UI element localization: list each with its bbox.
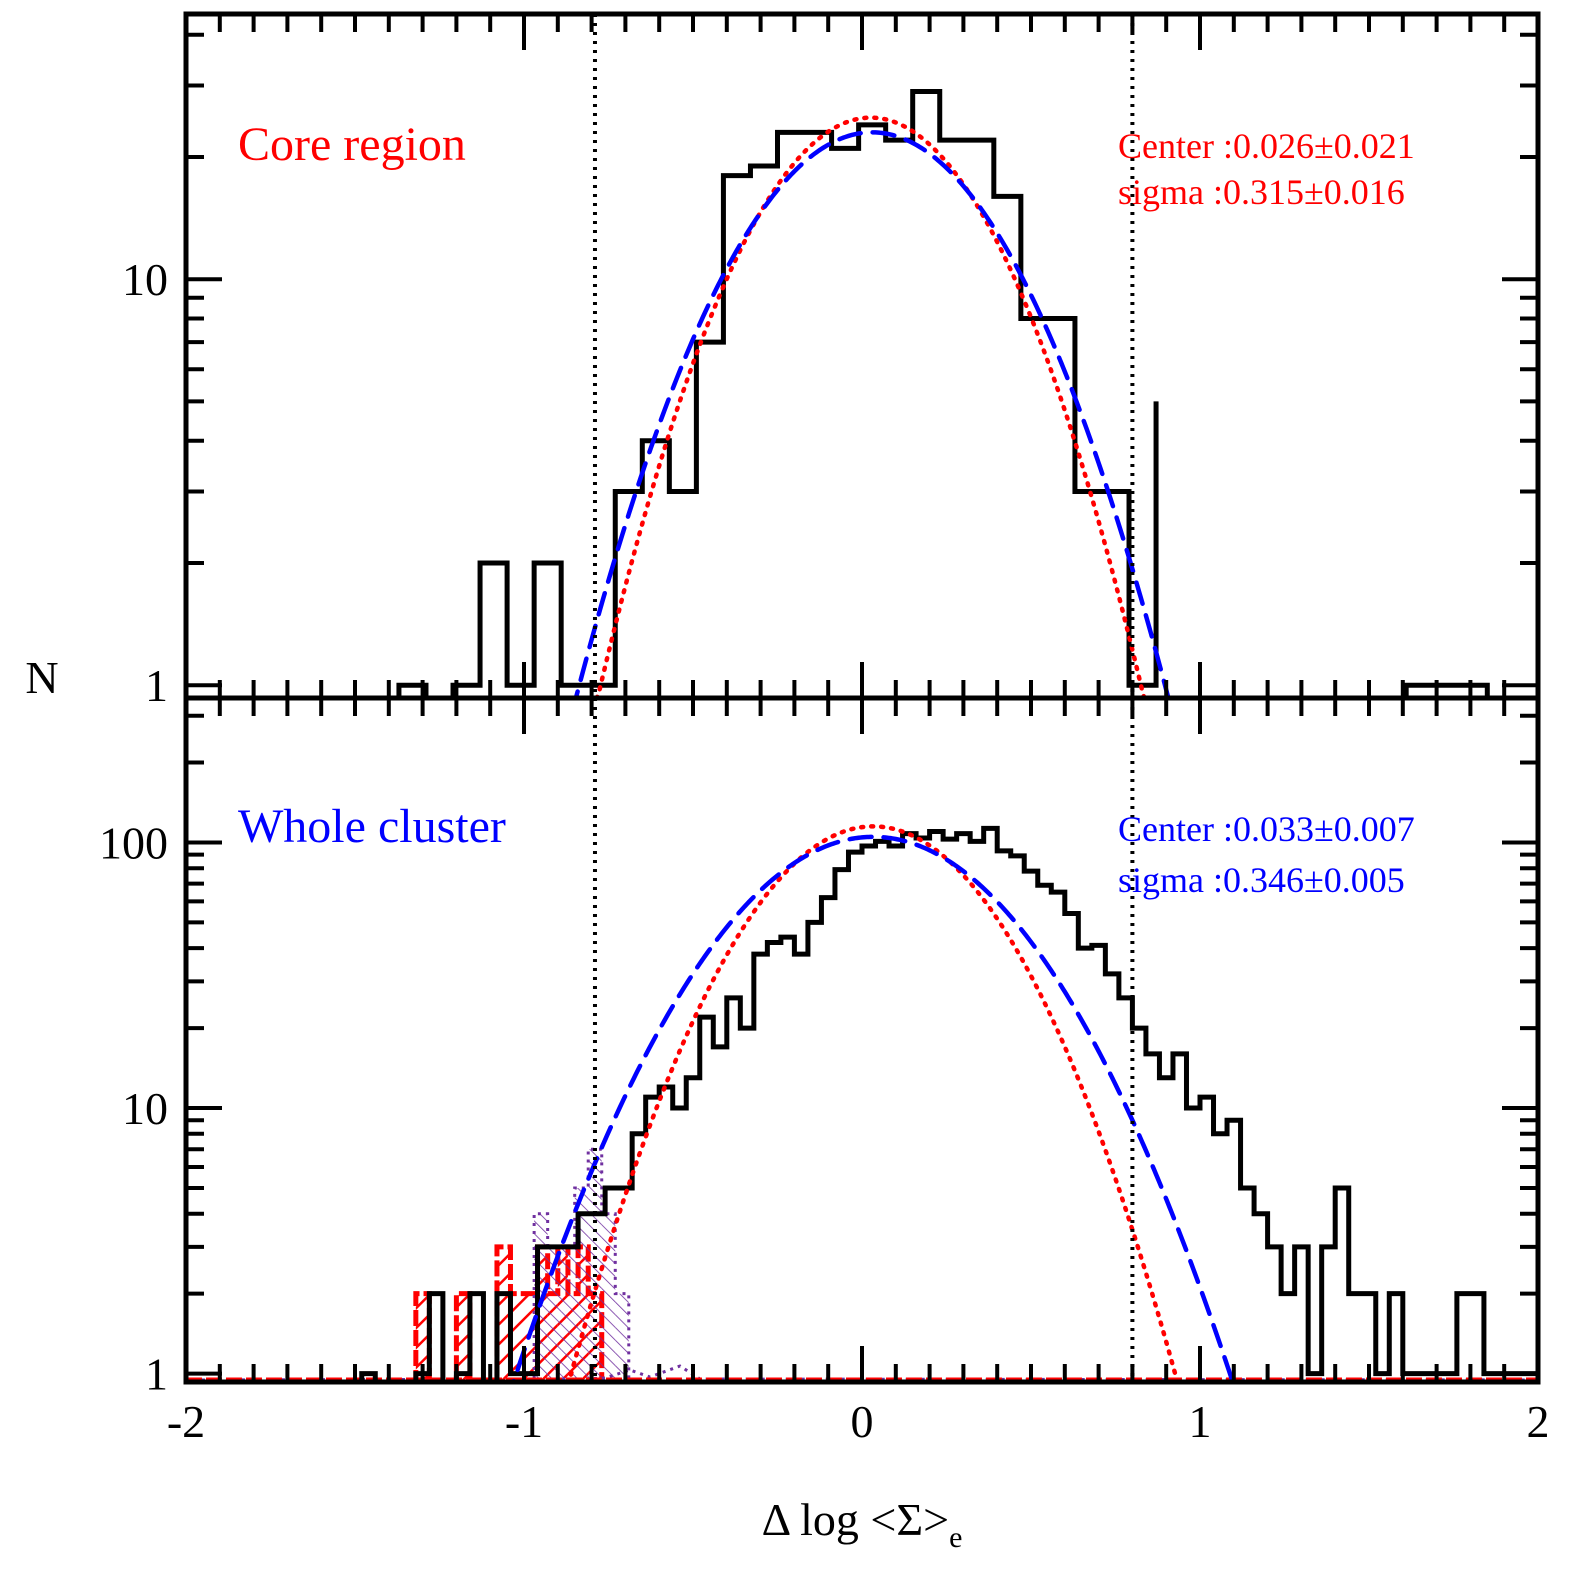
bottom-histogram-outline — [359, 825, 1538, 1382]
bottom-fit-blue-dashed — [186, 834, 1538, 1382]
top-histogram-outline — [396, 88, 1159, 698]
subset-0-bar-2 — [456, 1293, 470, 1382]
top-stats-line-0: Center :0.026±0.021 — [1118, 126, 1415, 166]
top-panel-title: Core region — [238, 118, 466, 171]
x-tick-label-2: 0 — [851, 1396, 874, 1447]
x-tick-label-4: 2 — [1527, 1396, 1550, 1447]
bottom-stats-line-0: Center :0.033±0.007 — [1118, 809, 1415, 849]
bottom-panel-title: Whole cluster — [238, 800, 506, 853]
x-tick-label-1: -1 — [505, 1396, 543, 1447]
bottom-y-tick-label-0: 1 — [145, 1349, 168, 1400]
top-plot-area — [186, 14, 1538, 698]
top-fit-blue-dashed — [186, 130, 1538, 698]
bottom-y-tick-label-2: 100 — [99, 817, 168, 868]
x-tick-label-0: -2 — [167, 1396, 205, 1447]
top-outlier-bin-0 — [1403, 682, 1490, 698]
top-y-tick-label-1: 10 — [122, 254, 168, 305]
bottom-y-tick-label-1: 10 — [122, 1083, 168, 1134]
subset-1-bar-1 — [547, 1246, 562, 1382]
subset-1-bar-6 — [615, 1293, 629, 1382]
core-region-panel: Core region Center :0.026±0.021 sigma :0.3… — [122, 14, 1538, 711]
top-y-tick-label-0: 1 — [145, 660, 168, 711]
x-axis-label-main: Δ log <Σ> — [762, 1494, 949, 1545]
x-axis-label-subscript: e — [949, 1521, 962, 1554]
axes-frame: -2 -1 0 1 2 — [167, 11, 1550, 1447]
whole-cluster-panel: Whole cluster Center :0.033±0.007 sigma :0… — [99, 698, 1538, 1400]
subset-0-bar-4 — [496, 1246, 511, 1382]
x-axis-label: Δ log <Σ>e — [762, 1494, 963, 1554]
bottom-stats-line-1: sigma :0.346±0.005 — [1118, 860, 1405, 900]
subset-0-bar-0 — [415, 1293, 430, 1382]
subset-1-bar-2 — [561, 1246, 575, 1382]
bottom-fit-red-dotted — [186, 824, 1538, 1382]
top-frame — [183, 11, 1541, 701]
top-stats-line-1: sigma :0.315±0.016 — [1118, 172, 1405, 212]
x-tick-label-3: 1 — [1189, 1396, 1212, 1447]
y-axis-label: N — [25, 652, 58, 703]
